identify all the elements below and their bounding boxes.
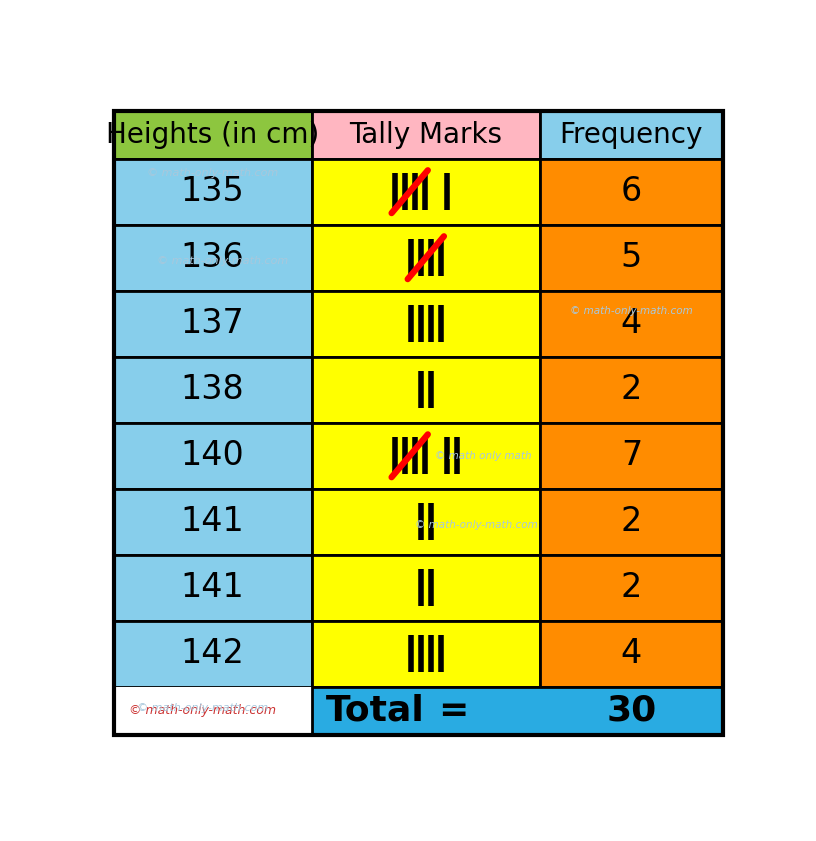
Text: 2: 2: [621, 571, 642, 605]
Text: 4: 4: [621, 637, 642, 670]
Bar: [540, 621, 723, 687]
Text: 135: 135: [180, 175, 245, 209]
Bar: [312, 621, 540, 687]
Bar: [540, 225, 723, 291]
Bar: [113, 159, 312, 225]
Bar: [113, 687, 312, 735]
Text: © math only math: © math only math: [435, 451, 531, 461]
Bar: [540, 111, 723, 159]
Text: 138: 138: [181, 373, 245, 406]
Bar: [540, 555, 723, 621]
Bar: [312, 111, 540, 159]
Text: 30: 30: [606, 694, 657, 727]
Bar: [312, 291, 540, 357]
Bar: [113, 291, 312, 357]
Text: 4: 4: [621, 307, 642, 341]
Text: 136: 136: [180, 241, 245, 274]
Text: =: =: [438, 694, 468, 727]
Text: 7: 7: [621, 439, 642, 473]
Bar: [540, 357, 723, 423]
Text: Heights (in cm): Heights (in cm): [106, 121, 319, 149]
Text: 141: 141: [180, 505, 245, 538]
Text: 141: 141: [180, 571, 245, 605]
Bar: [312, 225, 540, 291]
Text: © math-only-math.com: © math-only-math.com: [129, 704, 276, 717]
Text: 2: 2: [621, 373, 642, 406]
Bar: [540, 489, 723, 555]
Bar: [540, 423, 723, 489]
Text: © math-only-math.com: © math-only-math.com: [415, 520, 538, 530]
Bar: [113, 357, 312, 423]
Bar: [312, 423, 540, 489]
Text: © math-only-math.com: © math-only-math.com: [147, 168, 278, 178]
Text: 140: 140: [180, 439, 245, 473]
Bar: [312, 159, 540, 225]
Bar: [312, 357, 540, 423]
Text: Total: Total: [326, 694, 425, 727]
Bar: [113, 621, 312, 687]
Text: © math-only-math.com: © math-only-math.com: [570, 305, 693, 315]
Bar: [113, 489, 312, 555]
Bar: [113, 111, 312, 159]
Text: Frequency: Frequency: [560, 121, 703, 149]
Bar: [540, 159, 723, 225]
Bar: [540, 291, 723, 357]
Text: Tally Marks: Tally Marks: [349, 121, 503, 149]
Text: 137: 137: [180, 307, 245, 341]
Text: 5: 5: [621, 241, 642, 274]
Text: © math-only-math.com: © math-only-math.com: [157, 256, 288, 266]
Text: 142: 142: [180, 637, 245, 670]
Bar: [113, 555, 312, 621]
Bar: [312, 687, 723, 735]
Text: 6: 6: [621, 175, 642, 209]
Bar: [113, 423, 312, 489]
Text: © math-only-math.com: © math-only-math.com: [137, 703, 268, 713]
Bar: [312, 489, 540, 555]
Bar: [312, 555, 540, 621]
Bar: [113, 225, 312, 291]
Text: 2: 2: [621, 505, 642, 538]
